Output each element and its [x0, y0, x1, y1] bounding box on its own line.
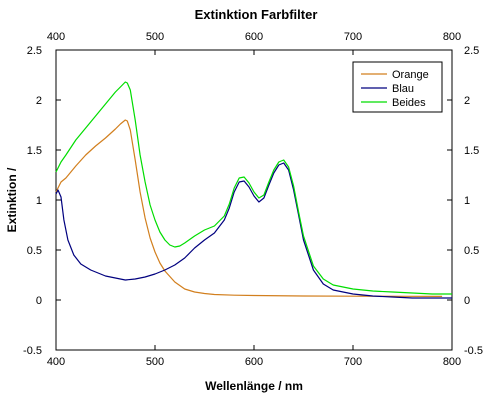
y-tick-label-right: -0.5	[464, 345, 483, 357]
y-tick-label-right: 2.5	[464, 45, 479, 57]
ticks-group	[55, 49, 453, 351]
series-line-beides	[55, 81, 452, 295]
legend: Orange Blau Beides	[352, 61, 443, 113]
x-axis-title: Wellenlänge / nm	[205, 379, 303, 393]
y-tick-label-right: 0	[464, 295, 470, 307]
legend-box	[352, 61, 443, 113]
x-tick-label-bottom: 600	[245, 356, 263, 368]
x-tick-label-bottom: 400	[47, 356, 65, 368]
y-tick-label-left: 1	[36, 195, 42, 207]
y-tick-label-left: 0.5	[27, 245, 42, 257]
y-tick-label-right: 1.5	[464, 145, 479, 157]
y-tick-label-left: -0.5	[23, 345, 42, 357]
y-tick-label-left: 1.5	[27, 145, 42, 157]
x-tick-label-top: 500	[146, 31, 164, 43]
y-axis-title: Extinktion /	[5, 167, 19, 232]
y-tick-label-right: 1	[464, 195, 470, 207]
series-line-blau	[55, 162, 452, 299]
series-line-orange	[55, 119, 443, 297]
x-tick-label-bottom: 700	[344, 356, 362, 368]
x-tick-label-top: 800	[443, 31, 461, 43]
series-group	[55, 81, 452, 299]
chart-title: Extinktion Farbfilter	[195, 7, 318, 22]
y-tick-label-left: 0	[36, 295, 42, 307]
y-tick-label-left: 2	[36, 95, 42, 107]
legend-label-beides: Beides	[392, 97, 426, 109]
x-tick-label-top: 600	[245, 31, 263, 43]
legend-label-orange: Orange	[392, 69, 429, 81]
y-tick-label-right: 2	[464, 95, 470, 107]
x-tick-label-top: 700	[344, 31, 362, 43]
y-tick-label-right: 0.5	[464, 245, 479, 257]
y-tick-label-left: 2.5	[27, 45, 42, 57]
legend-label-blau: Blau	[392, 83, 414, 95]
x-tick-label-bottom: 500	[146, 356, 164, 368]
x-tick-label-bottom: 800	[443, 356, 461, 368]
x-tick-label-top: 400	[47, 31, 65, 43]
